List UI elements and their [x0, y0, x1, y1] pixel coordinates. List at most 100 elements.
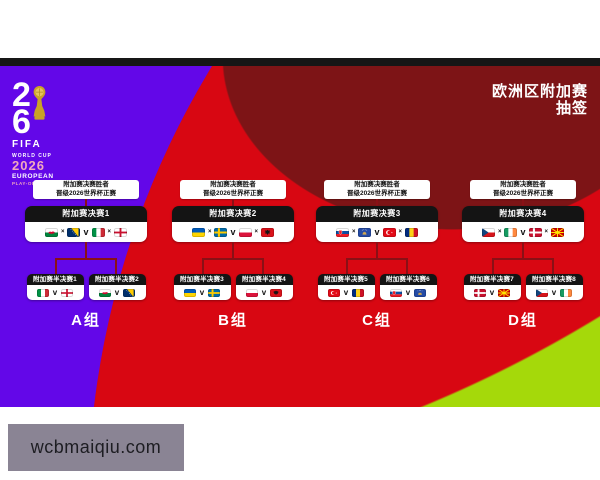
pair-separator: ×: [351, 228, 356, 235]
fifa-wordmark: FIFA: [12, 139, 42, 150]
north-macedonia-flag: [551, 227, 565, 237]
ireland-flag: [560, 288, 573, 297]
albania-flag: [261, 227, 275, 237]
semifinal-match-box: 附加赛半决赛7 v: [463, 274, 521, 300]
winner-note-line-2: 晋级2026世界杯正赛: [203, 189, 263, 197]
sweden-flag: [208, 288, 221, 297]
playoff-draw-poster: 2 6 FIFA WORLD CUP 2026 EUROPEAN PLAY-OF…: [0, 58, 600, 407]
semifinal-title: 附加赛半决赛1: [26, 274, 84, 285]
vs-separator: v: [230, 226, 236, 237]
group-label: A组: [71, 312, 101, 329]
winner-note-line-1: 附加赛决赛胜者: [63, 181, 109, 188]
vs-separator: v: [114, 288, 120, 297]
final-flag-row: × v ×: [172, 222, 294, 242]
bracket-split-connector: [346, 258, 408, 274]
romania-flag: [405, 227, 419, 237]
wales-flag: [98, 288, 111, 297]
bracket-split-connector: [55, 258, 117, 274]
semifinal-flag-row: v: [235, 285, 293, 300]
vs-separator: v: [343, 288, 349, 297]
fifa-world-cup-2026-logo: 2 6 FIFA WORLD CUP 2026 EUROPEAN PLAY-OF…: [12, 76, 58, 186]
semifinal-title: 附加赛半决赛7: [463, 274, 521, 285]
semifinal-title: 附加赛半决赛3: [173, 274, 231, 285]
winner-note: 附加赛决赛胜者 晋级2026世界杯正赛: [180, 180, 286, 199]
kosovo-flag: [414, 288, 427, 297]
final-match-box: 附加赛决赛1 × v ×: [25, 206, 147, 242]
pair-separator: ×: [398, 228, 403, 235]
vs-separator: v: [261, 288, 267, 297]
semifinal-match-box: 附加赛半决赛1 v: [26, 274, 84, 300]
semifinal-match-box: 附加赛半决赛4 v: [235, 274, 293, 300]
semifinal-flag-row: v: [317, 285, 375, 300]
bracket-split-connector: [492, 258, 554, 274]
green-corner-background: [380, 287, 600, 407]
semifinal-match-box: 附加赛半决赛6 v: [379, 274, 437, 300]
bosnia-flag: [67, 227, 81, 237]
winner-note: 附加赛决赛胜者 晋级2026世界杯正赛: [324, 180, 430, 199]
group-c-bracket: 附加赛决赛胜者 晋级2026世界杯正赛 附加赛决赛3 × v ×: [308, 180, 446, 330]
vs-separator: v: [551, 288, 557, 297]
vs-separator: v: [52, 288, 58, 297]
semifinal-flag-row: v: [88, 285, 146, 300]
kosovo-flag: [358, 227, 372, 237]
albania-flag: [270, 288, 283, 297]
group-label: D组: [508, 312, 538, 329]
vs-separator: v: [374, 226, 380, 237]
connector-line: [85, 199, 87, 206]
bosnia-flag: [123, 288, 136, 297]
ireland-flag: [504, 227, 518, 237]
connector-line: [232, 242, 234, 258]
final-match-title: 附加赛决赛2: [172, 206, 294, 222]
connector-line: [376, 242, 378, 258]
vs-separator: v: [83, 226, 89, 237]
group-label: B组: [218, 312, 248, 329]
semifinal-row: 附加赛半决赛7 v 附加赛半决赛8 v: [463, 274, 583, 300]
slovakia-flag: [335, 227, 349, 237]
final-match-title: 附加赛决赛1: [25, 206, 147, 222]
winner-note-line-2: 晋级2026世界杯正赛: [56, 189, 116, 197]
semifinal-title: 附加赛半决赛2: [88, 274, 146, 285]
denmark-flag: [528, 227, 542, 237]
sweden-flag: [214, 227, 228, 237]
title-line-2: 抽签: [555, 100, 588, 117]
ukraine-flag: [191, 227, 205, 237]
semifinal-flag-row: v: [379, 285, 437, 300]
final-match-title: 附加赛决赛4: [462, 206, 584, 222]
slovakia-flag: [389, 288, 402, 297]
group-d-bracket: 附加赛决赛胜者 晋级2026世界杯正赛 附加赛决赛4 × v ×: [454, 180, 592, 330]
italy-flag: [91, 227, 105, 237]
poland-flag: [245, 288, 258, 297]
northern-ireland-flag: [61, 288, 74, 297]
watermark-badge: wcbmaiqiu.com: [8, 424, 184, 471]
bracket-split-connector: [202, 258, 264, 274]
logo-year-text: 2026: [12, 158, 45, 173]
denmark-flag: [473, 288, 486, 297]
world-cup-trophy-icon: [29, 85, 50, 127]
logo-digit-2: 2: [12, 76, 31, 114]
semifinal-flag-row: v: [26, 285, 84, 300]
top-black-bar: [0, 58, 600, 66]
logo-digits: 2 6: [12, 76, 52, 141]
page-title: 欧洲区附加赛 抽签: [492, 83, 588, 117]
logo-digit-6: 6: [12, 103, 31, 141]
pair-separator: ×: [60, 228, 65, 235]
winner-note-line-1: 附加赛决赛胜者: [354, 181, 400, 188]
winner-note: 附加赛决赛胜者 晋级2026世界杯正赛: [33, 180, 139, 199]
final-flag-row: × v ×: [462, 222, 584, 242]
czechia-flag: [481, 227, 495, 237]
semifinal-match-box: 附加赛半决赛8 v: [525, 274, 583, 300]
pair-separator: ×: [544, 228, 549, 235]
group-b-bracket: 附加赛决赛胜者 晋级2026世界杯正赛 附加赛决赛2 × v ×: [164, 180, 302, 330]
watermark-text: wcbmaiqiu.com: [30, 437, 162, 457]
wales-flag: [44, 227, 58, 237]
vs-separator: v: [199, 288, 205, 297]
winner-note: 附加赛决赛胜者 晋级2026世界杯正赛: [470, 180, 576, 199]
title-line-1: 欧洲区附加赛: [491, 83, 588, 100]
turkey-flag: [382, 227, 396, 237]
italy-flag: [36, 288, 49, 297]
ukraine-flag: [183, 288, 196, 297]
semifinal-row: 附加赛半决赛5 v 附加赛半决赛6 v: [317, 274, 437, 300]
logo-european-text: EUROPEAN: [12, 173, 54, 180]
north-macedonia-flag: [498, 288, 511, 297]
vs-separator: v: [520, 226, 526, 237]
